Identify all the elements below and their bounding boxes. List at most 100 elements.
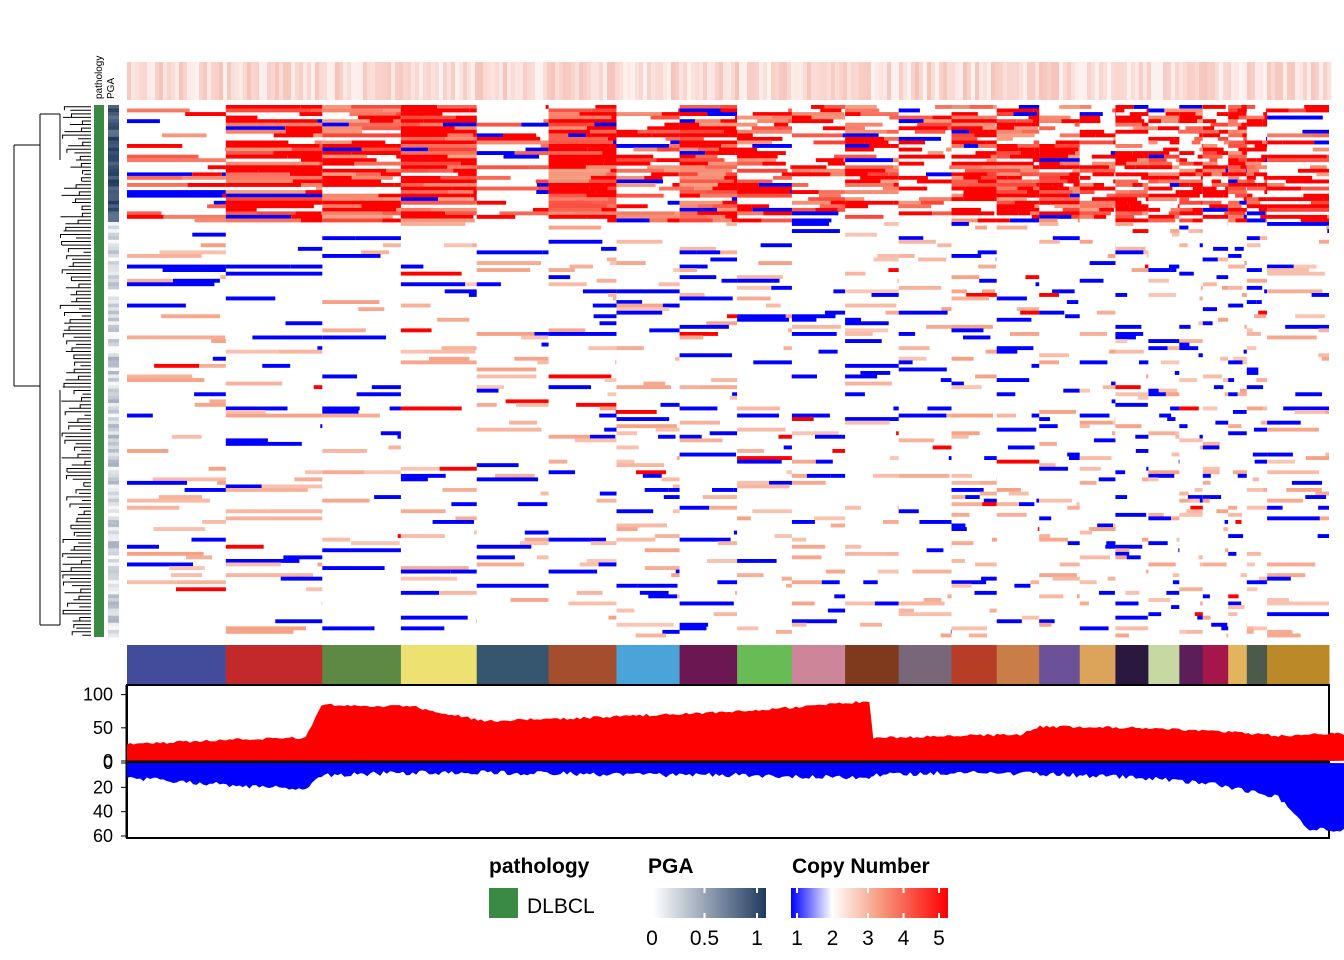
legend-pga-colorbar [653,888,766,918]
heatmap-segment [977,179,997,184]
heatmap-segment [845,179,881,184]
heatmap-segment [1128,190,1148,194]
heatmap-segment [1267,459,1295,464]
heatmap-segment [650,115,680,120]
heatmap-segment [758,261,792,265]
heatmap-segment [1115,544,1143,549]
heatmap-segment [1314,140,1329,145]
heatmap-segment [737,158,776,163]
heatmap-segment [315,186,323,191]
heatmap-segment [548,115,612,120]
heatmap-segment [1017,186,1034,191]
heatmap-segment [607,392,617,397]
pga-row-cell [108,605,119,609]
heatmap-segment [608,197,617,202]
heatmap-segment [845,168,886,173]
heatmap-segment [1132,183,1143,187]
heatmap-segment [995,257,997,262]
heatmap-segment [419,122,443,127]
heatmap-segment [1202,307,1217,312]
heatmap-segment [898,346,930,351]
heatmap-segment [791,473,807,478]
heatmap-segment [599,491,617,496]
pga-row-cell [108,335,119,340]
heatmap-segment [604,183,617,187]
heatmap-segment [1031,214,1040,219]
heatmap-segment [898,200,921,205]
heatmap-segment [912,569,952,574]
heatmap-segment [1312,147,1329,152]
top-pga-cell [959,62,964,100]
heatmap-segment [261,484,323,489]
heatmap-segment [1148,612,1162,617]
heatmap-segment [1115,250,1144,255]
heatmap-segment [737,278,780,283]
heatmap-segment [845,420,890,425]
heatmap-segment [290,264,323,269]
heatmap-segment [1186,629,1203,634]
heatmap-segment [322,300,380,304]
pga-row-cell [108,449,119,453]
heatmap-segment [1246,629,1254,634]
chromosome-block-13 [951,645,998,684]
heatmap-segment [737,207,753,212]
heatmap-segment [1115,154,1145,159]
heatmap-segment [1115,119,1145,124]
heatmap-segment [1246,488,1264,492]
heatmap-segment [1228,129,1240,134]
top-pga-cell [267,62,272,100]
top-pga-cell [883,62,888,100]
heatmap-segment [951,289,968,294]
pga-row-cell [108,527,119,531]
heatmap-segment [173,278,220,283]
heatmap-segment [951,512,970,517]
heatmap-segment [1228,211,1246,216]
heatmap-segment [192,232,226,237]
top-pga-cell [963,62,968,100]
heatmap-segment [322,175,352,180]
heatmap-segment [1030,580,1040,585]
heatmap-segment [845,544,862,549]
heatmap-segment [1228,378,1235,382]
top-pga-cell [303,62,308,100]
heatmap-segment [1254,459,1267,464]
heatmap-segment [1032,179,1040,184]
heatmap-segment [713,612,738,617]
top-pga-cell [599,62,604,100]
heatmap-segment [543,119,549,124]
heatmap-segment [1115,204,1129,209]
heatmap-segment [1267,268,1310,272]
heatmap-segment [1199,562,1203,567]
heatmap-segment [674,211,680,216]
heatmap-segment [737,136,783,141]
heatmap-segment [996,200,1015,205]
heatmap-segment [845,232,877,237]
heatmap-segment [616,289,680,294]
top-pga-cell [191,62,196,100]
heatmap-segment [1175,431,1180,436]
heatmap-segment [1228,424,1242,429]
heatmap-segment [788,328,792,333]
heatmap-segment [1298,168,1329,173]
heatmap-segment [1211,172,1222,177]
heatmap-segment [951,495,966,499]
heatmap-segment [1202,214,1220,219]
heatmap-segment [1032,119,1040,124]
heatmap-segment [1262,119,1268,124]
heatmap-segment [791,112,845,116]
heatmap-segment [637,129,680,134]
heatmap-segment [1202,133,1220,138]
heatmap-segment [468,293,477,297]
heatmap-segment [1267,505,1283,510]
heatmap-segment [1167,346,1180,351]
heatmap-segment [1148,140,1158,145]
top-pga-cell [275,62,280,100]
heatmap-segment [845,289,899,294]
heatmap-segment [679,193,701,198]
pga-row-cell [108,516,119,521]
top-pga-cell [1015,62,1020,100]
heatmap-segment [649,328,680,333]
heatmap-segment [1228,179,1238,184]
heatmap-segment [548,168,611,173]
heatmap-segment [322,254,381,258]
